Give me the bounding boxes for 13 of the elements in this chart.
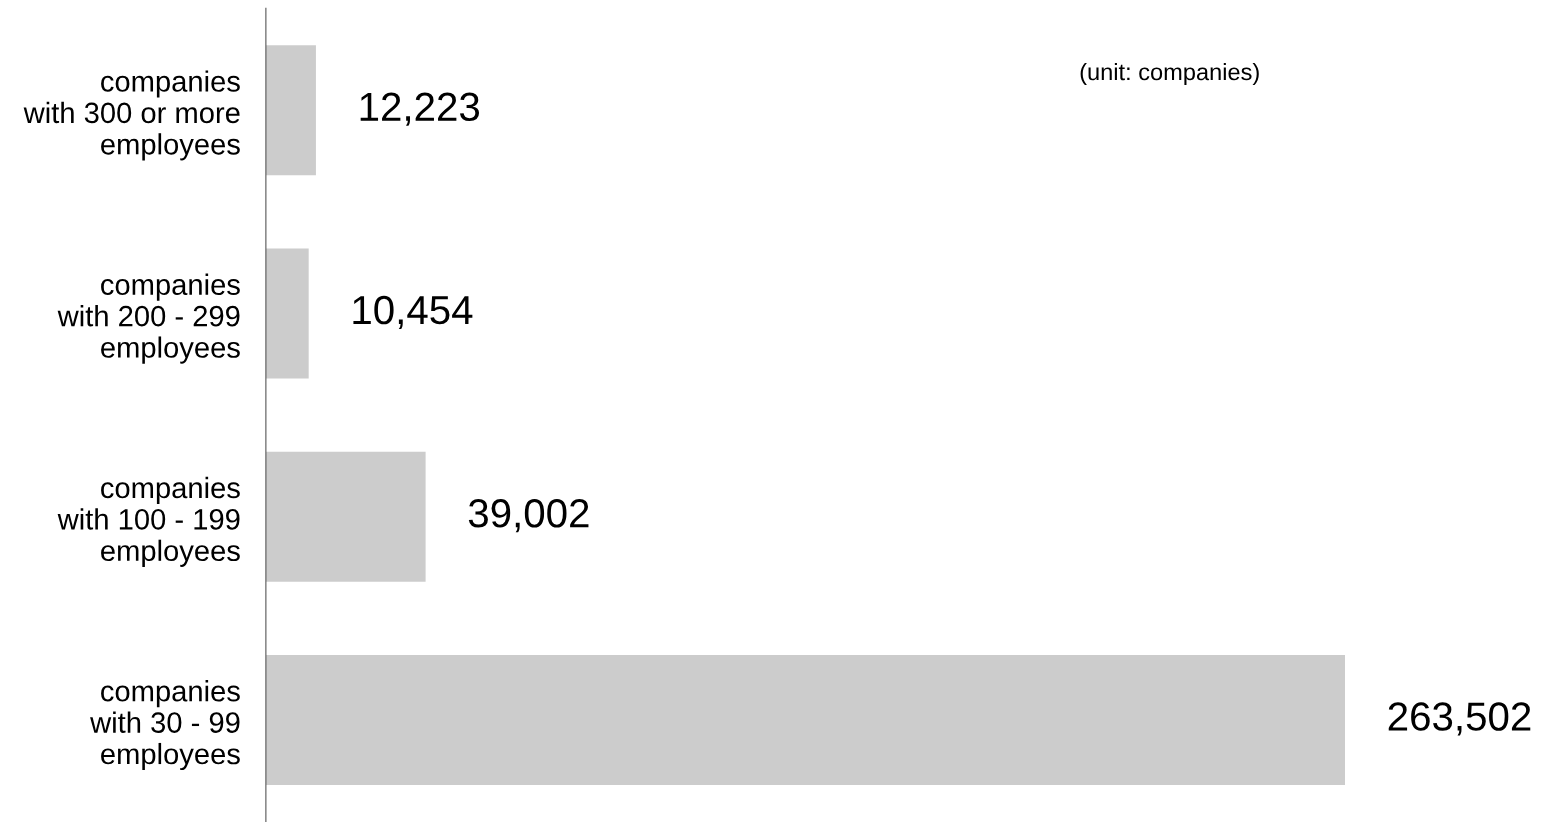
bar [265,248,309,379]
y-tick-label: companies with 200 - 299 employees [57,273,240,364]
bar [265,45,316,176]
data-label: 10,454 [353,295,473,330]
data-label: 39,002 [468,499,589,533]
y-tick-label: companies with 300 or more employees [23,70,240,161]
y-tick-label: companies with 30 - 99 employees [90,680,240,771]
data-label: 263,502 [1388,702,1531,736]
bar [265,451,426,582]
annotation: (unit: companies) [1080,62,1259,85]
bar [265,654,1346,786]
data-label: 12,223 [360,92,480,126]
y-tick-label: companies with 100 - 199 employees [57,476,240,567]
